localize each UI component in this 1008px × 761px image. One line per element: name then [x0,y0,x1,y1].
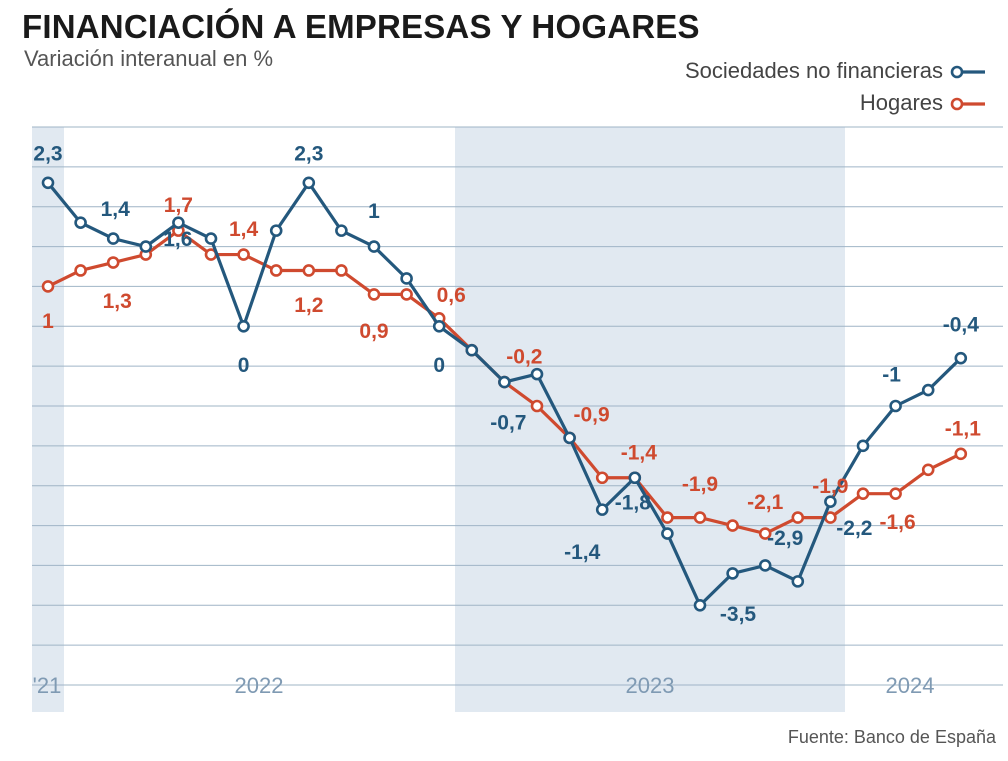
shaded-band-2023 [455,127,845,712]
marker-sociedades [856,439,870,453]
data-label-sociedades: -1,4 [564,541,601,564]
data-label-sociedades: 2,3 [33,142,62,165]
data-label-sociedades: 1,4 [101,198,131,221]
data-label-hogares: -2,1 [747,491,784,514]
data-label-sociedades: 1,6 [163,228,192,251]
marker-sociedades [693,598,707,612]
shaded-band-2021 [32,127,64,712]
data-label-sociedades: -3,5 [720,603,757,626]
data-label-hogares: 0,9 [359,320,388,343]
marker-sociedades [400,272,413,285]
marker-sociedades [628,471,642,485]
marker-hogares [856,487,870,500]
legend-label: Sociedades no financieras [685,58,943,83]
marker-hogares [269,264,283,277]
marker-sociedades [465,343,479,357]
data-label-sociedades: 2,3 [294,142,323,165]
marker-hogares [530,399,544,413]
marker-sociedades [139,240,153,253]
data-label-hogares: 0,6 [437,284,466,307]
marker-sociedades [106,232,120,245]
data-label-hogares: -1,6 [880,511,916,534]
marker-hogares [41,280,55,293]
data-label-sociedades: -0,4 [943,314,980,337]
marker-hogares [74,264,87,277]
marker-sociedades [335,224,348,237]
marker-sociedades [498,375,511,389]
marker-hogares [106,256,120,269]
data-label-hogares: -1,1 [945,417,982,440]
marker-hogares [237,248,250,261]
x-tick-label: 2024 [886,673,935,698]
marker-sociedades [954,351,968,365]
marker-sociedades [726,567,739,580]
x-tick-label: 2023 [626,673,675,698]
marker-sociedades [41,176,55,190]
marker-sociedades [889,399,902,413]
chart-title: FINANCIACIÓN A EMPRESAS Y HOGARES [22,8,700,45]
marker-sociedades [791,575,805,588]
data-label-sociedades: -2,9 [767,527,803,550]
data-label-sociedades: 1 [368,200,380,223]
x-tick-label: 2022 [235,673,284,698]
marker-hogares [595,471,609,485]
data-label-hogares: -1,9 [812,475,848,498]
chart-subtitle: Variación interanual en % [24,46,274,71]
legend-marker [950,97,964,111]
marker-hogares [954,447,968,461]
marker-sociedades [367,240,381,253]
data-labels: 2,31,41,602,310-0,7-1,4-1,8-3,5-2,9 -2,2-… [33,142,981,625]
marker-sociedades [563,431,576,445]
marker-hogares [921,463,935,477]
marker-hogares [791,511,805,524]
marker-hogares [726,519,739,532]
marker-hogares [758,527,772,540]
data-label-hogares: 1,2 [294,294,323,317]
data-label-sociedades: -0,7 [490,412,526,435]
series-lines [41,176,968,612]
marker-sociedades [921,383,935,397]
marker-sociedades [661,527,674,540]
marker-hogares [400,288,413,301]
marker-sociedades [432,319,446,333]
marker-hogares [661,511,674,524]
legend-marker [950,65,964,79]
data-label-hogares: -1,9 [682,473,718,496]
data-label-sociedades: -1 [882,364,901,387]
legend: Sociedades no financieras Hogares [685,58,985,115]
legend-label: Hogares [860,90,943,115]
source-note: Fuente: Banco de España [787,727,996,747]
data-label-hogares: -0,9 [574,403,610,426]
data-label-sociedades: -2,2 [836,517,872,540]
marker-sociedades [824,495,837,508]
marker-hogares [693,511,707,524]
data-label-hogares: 1,4 [229,218,259,241]
marker-hogares [889,487,902,500]
x-axis-ticks: '21 2022 2023 2024 [33,673,935,698]
shaded-periods [32,127,845,712]
marker-hogares [367,288,381,301]
marker-sociedades [237,319,250,333]
marker-sociedades [758,559,772,572]
data-label-sociedades: -1,8 [615,491,652,514]
data-label-hogares: 1,3 [103,290,132,313]
marker-sociedades [204,232,218,245]
data-label-sociedades: 0 [238,354,250,377]
marker-sociedades [302,176,316,190]
marker-sociedades [530,367,544,381]
marker-sociedades [74,216,87,229]
data-label-hogares: 1,7 [164,194,193,217]
data-label-hogares: -1,4 [621,441,658,464]
marker-sociedades [172,216,185,229]
x-tick-label: '21 [33,673,62,698]
data-label-hogares: 1 [42,310,54,333]
marker-sociedades [595,503,609,516]
marker-hogares [302,264,316,277]
data-label-sociedades: 0 [433,354,445,377]
marker-hogares [335,264,348,277]
data-label-hogares: -0,2 [506,346,542,369]
marker-sociedades [269,224,283,237]
